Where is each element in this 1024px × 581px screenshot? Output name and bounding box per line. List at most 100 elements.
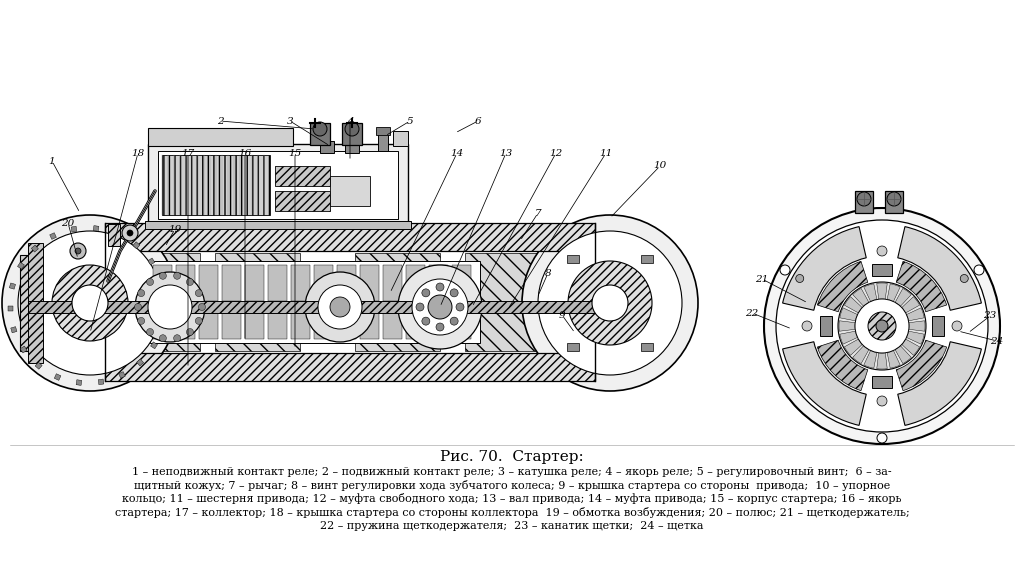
Circle shape [592, 285, 628, 321]
Text: 12: 12 [549, 149, 562, 157]
Text: 5: 5 [407, 117, 414, 125]
Bar [872, 376, 892, 388]
Wedge shape [887, 350, 900, 368]
Bar [268, 303, 287, 339]
Circle shape [422, 289, 430, 297]
Text: 10: 10 [653, 162, 667, 170]
Circle shape [186, 328, 194, 335]
Circle shape [137, 317, 144, 324]
Bar [245, 303, 264, 339]
Bar [268, 265, 287, 301]
Bar [342, 123, 362, 145]
Bar [9, 283, 15, 289]
Bar [20, 346, 27, 353]
Circle shape [196, 317, 203, 324]
Bar [54, 374, 60, 381]
Text: 8: 8 [545, 268, 551, 278]
Circle shape [568, 261, 652, 345]
Wedge shape [817, 261, 867, 312]
Bar [119, 372, 125, 378]
Wedge shape [864, 350, 877, 368]
Wedge shape [864, 284, 877, 302]
Bar [345, 141, 359, 153]
Bar [151, 342, 158, 349]
Text: 1 – неподвижный контакт реле; 2 – подвижный контакт реле; 3 – катушка реле; 4 – : 1 – неподвижный контакт реле; 2 – подвиж… [132, 467, 892, 477]
Circle shape [146, 328, 154, 335]
Bar [163, 300, 168, 306]
Circle shape [186, 278, 194, 285]
Text: Рис. 70.  Стартер:: Рис. 70. Стартер: [440, 450, 584, 464]
Bar [7, 306, 12, 310]
Circle shape [174, 335, 180, 342]
Circle shape [70, 243, 86, 259]
Wedge shape [902, 297, 920, 313]
Bar [71, 227, 77, 232]
Bar [199, 303, 218, 339]
Circle shape [135, 272, 205, 342]
Text: 22: 22 [745, 309, 759, 317]
Text: 16: 16 [239, 149, 252, 157]
Bar [17, 262, 25, 269]
Bar [337, 303, 356, 339]
Bar [145, 221, 411, 229]
Text: 13: 13 [500, 149, 513, 157]
Bar [314, 303, 333, 339]
Wedge shape [839, 321, 855, 331]
Bar [567, 255, 580, 263]
Bar [383, 303, 402, 339]
Wedge shape [840, 331, 857, 344]
Bar [148, 144, 408, 226]
Text: щитный кожух; 7 – рычаг; 8 – винт регулировки хода зубчатого колеса; 9 – крышка : щитный кожух; 7 – рычаг; 8 – винт регули… [134, 480, 890, 491]
Circle shape [877, 396, 887, 406]
Wedge shape [853, 288, 869, 306]
Bar [105, 353, 595, 381]
Bar [93, 225, 99, 231]
Bar [176, 303, 195, 339]
Circle shape [764, 208, 1000, 444]
Circle shape [855, 299, 909, 353]
Bar [148, 128, 293, 146]
Circle shape [456, 303, 464, 311]
Bar [32, 245, 38, 252]
Bar [567, 343, 580, 351]
Text: 7: 7 [535, 209, 542, 217]
Bar [932, 316, 944, 336]
Circle shape [974, 265, 984, 275]
Text: 2: 2 [217, 117, 223, 125]
Circle shape [398, 265, 482, 349]
Circle shape [313, 122, 327, 136]
Bar [641, 343, 652, 351]
Bar [406, 265, 425, 301]
Bar [855, 191, 873, 213]
Text: кольцо; 11 – шестерня привода; 12 – муфта свободного хода; 13 – вал привода; 14 : кольцо; 11 – шестерня привода; 12 – муфт… [122, 493, 902, 504]
Wedge shape [782, 342, 866, 425]
Text: 11: 11 [599, 149, 612, 157]
Wedge shape [908, 321, 925, 331]
Bar [222, 303, 241, 339]
Bar [429, 303, 449, 339]
Wedge shape [898, 342, 981, 425]
Text: 14: 14 [451, 149, 464, 157]
Bar [150, 261, 480, 343]
Bar [319, 141, 334, 153]
Circle shape [330, 297, 350, 317]
Bar [98, 379, 103, 385]
Circle shape [160, 272, 166, 279]
Circle shape [127, 230, 133, 236]
Circle shape [72, 285, 108, 321]
Wedge shape [902, 339, 920, 356]
Bar [378, 133, 388, 151]
Bar [35, 362, 42, 370]
Circle shape [160, 335, 166, 342]
Text: 18: 18 [131, 149, 144, 157]
Text: стартера; 17 – коллектор; 18 – крышка стартера со стороны коллектора  19 – обмот: стартера; 17 – коллектор; 18 – крышка ст… [115, 507, 909, 518]
Circle shape [451, 317, 458, 325]
Bar [153, 265, 172, 301]
Circle shape [780, 265, 790, 275]
Circle shape [2, 215, 178, 391]
Circle shape [148, 285, 193, 329]
Text: 6: 6 [475, 117, 481, 125]
Text: 22 – пружина щеткодержателя;  23 – канатик щетки;  24 – щетка: 22 – пружина щеткодержателя; 23 – канати… [321, 521, 703, 531]
Circle shape [52, 265, 128, 341]
Text: 19: 19 [168, 224, 181, 234]
